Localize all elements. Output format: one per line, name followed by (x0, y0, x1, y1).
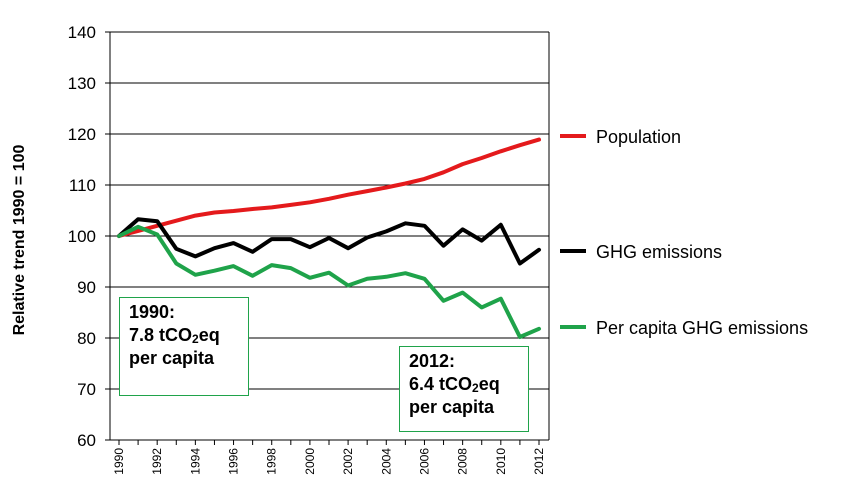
annotation-2012: 2012: 6.4 tCO2eq per capita (399, 346, 529, 432)
x-tick-label-1998: 1998 (265, 448, 279, 475)
x-tick-label-1990: 1990 (112, 448, 126, 475)
y-tick-label-80: 80 (77, 329, 96, 348)
y-tick-label-120: 120 (68, 125, 96, 144)
x-tick-label-2004: 2004 (379, 448, 393, 475)
y-tick-label-70: 70 (77, 380, 96, 399)
x-tick-label-2002: 2002 (341, 448, 355, 475)
y-axis-label: Relative trend 1990 = 100 (11, 145, 28, 336)
y-tick-label-130: 130 (68, 74, 96, 93)
annotation-1990-subscript: 2 (192, 332, 199, 346)
x-tick-label-2000: 2000 (303, 448, 317, 475)
annotation-2012-unit: eq (478, 374, 500, 394)
x-tick-label-1994: 1994 (188, 448, 202, 475)
series-lines (117, 137, 541, 339)
x-tick-label-1996: 1996 (227, 448, 241, 475)
axes (105, 31, 550, 445)
annotation-1990-tail: per capita (129, 348, 215, 368)
y-tick-label-110: 110 (69, 176, 96, 195)
legend-label-population: Population (596, 127, 681, 147)
annotation-1990-unit: eq (198, 325, 220, 345)
legend-label-ghg-emissions: GHG emissions (596, 242, 722, 262)
x-tick-label-2006: 2006 (417, 448, 431, 475)
annotation-2012-year: 2012: (409, 351, 456, 371)
series-line-population (117, 137, 541, 238)
annotation-2012-tail: per capita (409, 397, 495, 417)
annotation-1990-value: 7.8 tCO (129, 325, 193, 345)
x-tick-label-1992: 1992 (150, 448, 164, 475)
y-tick-label-90: 90 (77, 278, 96, 297)
series-line-ghg-emissions (117, 217, 541, 266)
legend: Population GHG emissions Per capita GHG em… (560, 127, 808, 338)
x-tick-label-2008: 2008 (456, 448, 470, 475)
y-tick-label-140: 140 (68, 23, 96, 42)
x-tick-label-2010: 2010 (494, 448, 508, 475)
x-tick-label-2012: 2012 (532, 448, 546, 475)
annotation-1990: 1990: 7.8 tCO2eq per capita (119, 297, 249, 396)
y-tick-labels: 60 70 80 90 100 110 120 130 140 (68, 23, 96, 450)
y-tick-label-100: 100 (68, 227, 96, 246)
annotation-2012-value-line: 6.4 tCO2eq (409, 373, 520, 396)
annotation-1990-value-line: 7.8 tCO2eq (129, 324, 240, 347)
legend-label-per-capita-ghg-emissions: Per capita GHG emissions (596, 318, 808, 338)
annotation-2012-subscript: 2 (472, 381, 479, 395)
annotation-2012-value: 6.4 tCO (409, 374, 473, 394)
series-line-per-capita-ghg-emissions (117, 224, 541, 339)
x-tick-labels: 1990 1992 1994 1996 1998 2000 2002 2004 2006 2008… (112, 448, 546, 475)
annotation-1990-year: 1990: (129, 302, 176, 322)
y-tick-label-60: 60 (77, 431, 96, 450)
